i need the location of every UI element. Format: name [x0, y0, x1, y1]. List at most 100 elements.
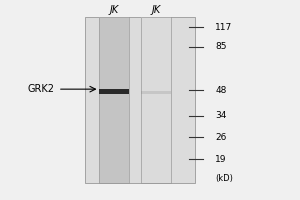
Bar	[100, 139, 129, 141]
Bar	[100, 108, 129, 110]
Bar	[141, 139, 171, 141]
Bar	[100, 168, 129, 170]
Bar	[141, 73, 171, 75]
Bar	[100, 83, 129, 86]
Bar	[100, 44, 129, 46]
Bar	[141, 114, 171, 117]
Bar	[100, 100, 129, 102]
Bar	[100, 65, 129, 67]
Bar	[141, 141, 171, 143]
Bar	[141, 156, 171, 158]
Bar	[141, 96, 171, 98]
Bar	[141, 48, 171, 50]
Bar	[100, 102, 129, 104]
Bar	[141, 125, 171, 127]
Text: 26: 26	[215, 133, 227, 142]
Bar	[141, 63, 171, 65]
Bar	[100, 28, 129, 30]
Bar	[100, 77, 129, 79]
Bar	[100, 164, 129, 166]
Bar	[141, 175, 171, 177]
Bar	[100, 38, 129, 40]
Bar	[100, 162, 129, 164]
Bar	[141, 75, 171, 77]
Bar	[100, 94, 129, 96]
Bar	[141, 121, 171, 123]
Bar	[141, 106, 171, 108]
Bar	[100, 59, 129, 61]
Bar	[141, 110, 171, 112]
Text: (kD): (kD)	[215, 174, 233, 183]
Bar	[141, 19, 171, 21]
Text: 117: 117	[215, 23, 232, 32]
Bar	[141, 162, 171, 164]
Bar	[100, 81, 129, 83]
Bar	[100, 158, 129, 160]
Bar	[100, 175, 129, 177]
Bar	[100, 156, 129, 158]
Bar	[141, 119, 171, 121]
Bar	[141, 86, 171, 88]
Text: 85: 85	[215, 42, 227, 51]
Text: JK: JK	[151, 5, 160, 15]
Bar	[141, 28, 171, 30]
Bar	[141, 158, 171, 160]
Bar	[100, 48, 129, 50]
Bar	[141, 67, 171, 69]
Bar	[100, 181, 129, 183]
Bar	[100, 152, 129, 154]
Bar	[100, 54, 129, 57]
Bar	[100, 90, 129, 92]
Bar	[141, 104, 171, 106]
Bar	[100, 177, 129, 179]
Bar	[100, 170, 129, 172]
Bar	[100, 23, 129, 25]
Bar	[141, 137, 171, 139]
Bar	[100, 67, 129, 69]
Bar	[141, 91, 171, 94]
Bar	[141, 54, 171, 57]
Bar	[100, 61, 129, 63]
Bar	[141, 44, 171, 46]
Bar	[100, 96, 129, 98]
Bar	[100, 79, 129, 81]
Bar	[100, 112, 129, 114]
Bar	[100, 127, 129, 129]
Text: 34: 34	[215, 111, 227, 120]
Bar	[100, 106, 129, 108]
Bar	[100, 148, 129, 150]
Text: 19: 19	[215, 155, 227, 164]
Bar	[100, 32, 129, 34]
Bar	[141, 69, 171, 71]
Bar	[100, 73, 129, 75]
Bar	[141, 148, 171, 150]
Bar	[141, 17, 171, 183]
Bar	[100, 36, 129, 38]
Bar	[141, 98, 171, 100]
Bar	[100, 57, 129, 59]
Bar	[141, 42, 171, 44]
Bar	[100, 21, 129, 23]
Text: JK: JK	[110, 5, 119, 15]
Bar	[141, 32, 171, 34]
Bar	[100, 179, 129, 181]
Bar	[141, 131, 171, 133]
Bar	[100, 71, 129, 73]
Bar	[141, 71, 171, 73]
Bar	[100, 110, 129, 112]
Bar	[141, 150, 171, 152]
Bar	[100, 46, 129, 48]
Bar	[100, 30, 129, 32]
Bar	[100, 123, 129, 125]
Bar	[100, 146, 129, 148]
Bar	[141, 34, 171, 36]
Bar	[100, 135, 129, 137]
Bar	[141, 40, 171, 42]
Bar	[100, 86, 129, 88]
Bar	[100, 125, 129, 127]
Bar	[141, 177, 171, 179]
Bar	[141, 181, 171, 183]
Bar	[141, 92, 171, 94]
Bar	[100, 34, 129, 36]
Bar	[141, 81, 171, 83]
